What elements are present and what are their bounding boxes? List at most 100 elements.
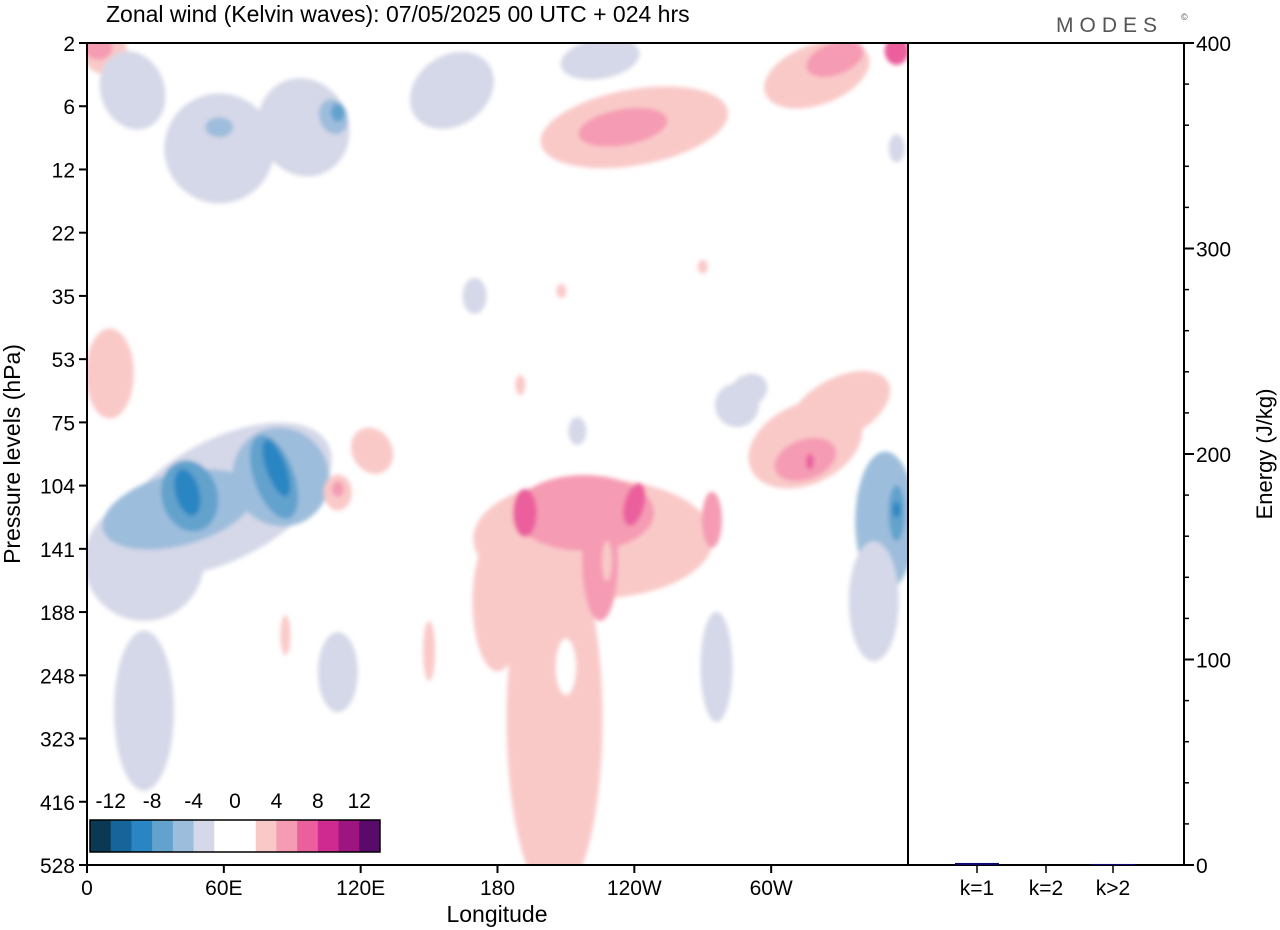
- field-negative-contour: [888, 134, 905, 163]
- field-negative-contour: [99, 51, 166, 130]
- y-tick-label: 12: [52, 159, 75, 182]
- x-tick-label: 60E: [205, 877, 242, 900]
- colorbar-swatch: [90, 820, 112, 852]
- colorbar-swatch: [359, 820, 381, 852]
- y-tick-label: 6: [63, 96, 75, 119]
- field-positive-contour: [512, 488, 537, 537]
- field-negative-contour: [409, 51, 494, 130]
- colorbar-swatch: [276, 820, 298, 852]
- y-tick-label: 323: [40, 729, 75, 752]
- brand-logo: MODES: [1056, 14, 1163, 37]
- field-positive-contour: [280, 615, 291, 656]
- colorbar-swatch: [338, 820, 360, 852]
- field-positive-contour: [506, 539, 603, 865]
- colorbar-label: 8: [312, 790, 324, 813]
- field-positive-contour: [601, 540, 612, 581]
- field-positive-contour: [350, 427, 394, 474]
- field-positive-contour: [514, 474, 655, 551]
- colorbar-label: -8: [143, 790, 162, 813]
- energy-category-label: k=1: [960, 877, 994, 900]
- energy-axis-label: Energy (J/kg): [1252, 389, 1277, 520]
- energy-category-label: k=2: [1029, 877, 1063, 900]
- colorbar-swatch: [193, 820, 215, 852]
- energy-y-tick-label: 100: [1196, 650, 1231, 673]
- colorbar-label: 12: [348, 790, 371, 813]
- field-negative-contour: [262, 439, 291, 497]
- colorbar-swatch: [110, 820, 132, 852]
- field-negative-contour: [174, 469, 201, 516]
- heatmap-field: [87, 43, 908, 865]
- colorbar-label: 4: [271, 790, 283, 813]
- colorbar-label: 0: [229, 790, 241, 813]
- energy-y-tick-label: 200: [1196, 444, 1231, 467]
- brand-mark: ©: [1181, 12, 1188, 22]
- colorbar-swatch: [152, 820, 174, 852]
- field-positive-contour: [805, 453, 814, 470]
- y-tick-label: 75: [52, 412, 75, 435]
- colorbar-frame: [89, 819, 381, 853]
- y-tick-label: 141: [40, 539, 75, 562]
- field-positive-contour: [472, 531, 523, 672]
- colorbar-swatch: [255, 820, 277, 852]
- colorbar: -12 -8 -4 0 4 8 12: [89, 790, 381, 853]
- field-negative-contour: [164, 93, 275, 204]
- colorbar-swatch: [297, 820, 319, 852]
- energy-panel-frame: [907, 42, 1185, 866]
- colorbar-swatch: [214, 820, 236, 852]
- field-negative-contour: [114, 630, 175, 791]
- field-negative-contour: [568, 417, 587, 446]
- energy-y-tick-label: 300: [1196, 239, 1231, 262]
- field-positive-contour: [331, 481, 344, 498]
- pressure-axis: 2 6 12 22 35 53 75 104 141 188 248 323 416 528: [40, 33, 87, 878]
- y-axis-label: Pressure levels (hPa): [0, 344, 25, 564]
- y-tick-label: 22: [52, 223, 75, 246]
- y-tick-label: 2: [63, 33, 75, 56]
- field-positive-contour: [806, 43, 864, 78]
- field-positive-contour: [789, 371, 891, 446]
- chart-title: Zonal wind (Kelvin waves): 07/05/2025 00…: [106, 1, 690, 27]
- colorbar-label: -12: [96, 790, 126, 813]
- field-negative-contour: [330, 103, 345, 122]
- colorbar-label: -4: [184, 790, 203, 813]
- field-positive-contour: [884, 43, 908, 65]
- field-positive-contour: [582, 500, 619, 621]
- x-tick-label: 180: [480, 877, 515, 900]
- field-negative-contour: [848, 541, 899, 662]
- x-tick-label: 120W: [607, 877, 662, 900]
- field-positive-contour: [87, 328, 134, 419]
- field-negative-contour: [462, 277, 487, 314]
- x-axis-label: Longitude: [446, 901, 547, 927]
- field-negative-contour: [700, 611, 733, 722]
- field-positive-contour: [774, 437, 837, 482]
- x-tick-label: 60W: [750, 877, 793, 900]
- field-positive-contour: [556, 284, 567, 299]
- x-tick-label: 120E: [336, 877, 385, 900]
- y-tick-label: 248: [40, 665, 75, 688]
- y-tick-label: 188: [40, 602, 75, 625]
- field-positive-contour: [578, 107, 668, 147]
- energy-y-tick-label: 400: [1196, 33, 1231, 56]
- colorbar-swatch: [172, 820, 195, 852]
- colorbar-swatch: [317, 820, 340, 852]
- colorbar-swatch: [235, 820, 257, 852]
- colorbar-swatch: [131, 820, 153, 852]
- field-positive-contour: [701, 491, 722, 548]
- energy-bar-chart: 0 100 200 300 400 k=1 k=2 k>2: [955, 33, 1231, 900]
- energy-bar: [1091, 863, 1135, 865]
- field-positive-contour: [697, 259, 708, 274]
- field-positive-contour: [87, 43, 113, 60]
- field-positive-contour: [423, 621, 436, 682]
- field-negative-contour: [205, 117, 234, 138]
- y-tick-label: 528: [40, 855, 75, 878]
- field-negative-contour: [729, 373, 768, 408]
- y-tick-label: 53: [52, 349, 75, 372]
- field-zero-region: [555, 638, 576, 695]
- field-negative-contour: [560, 43, 640, 80]
- y-tick-label: 35: [52, 286, 75, 309]
- field-positive-contour: [515, 375, 526, 396]
- y-tick-label: 104: [40, 476, 75, 499]
- longitude-axis: 0 60E 120E 180 120W 60W: [81, 865, 793, 900]
- y-tick-label: 416: [40, 792, 75, 815]
- field-negative-contour: [317, 632, 358, 713]
